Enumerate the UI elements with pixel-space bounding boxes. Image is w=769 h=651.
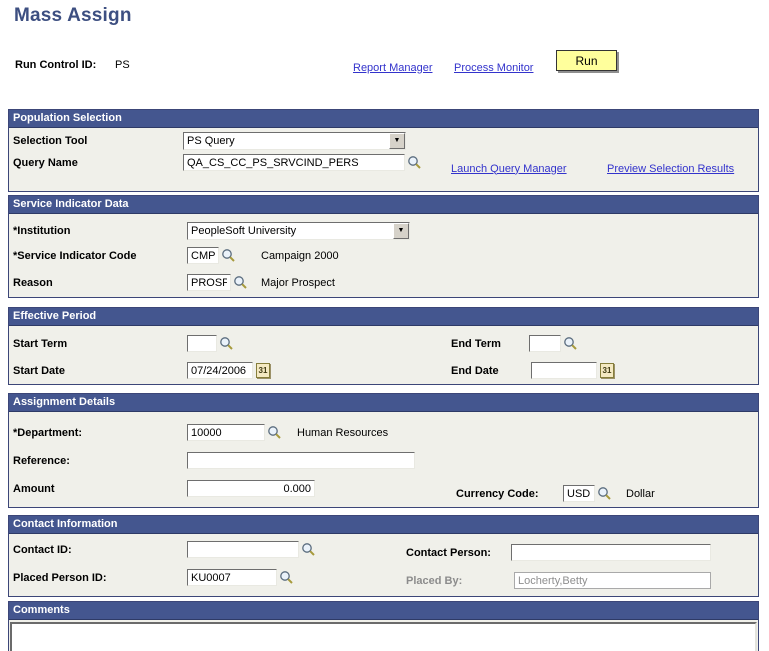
- currency-code-lookup-icon[interactable]: [597, 486, 612, 501]
- currency-code-label: Currency Code:: [456, 487, 539, 500]
- start-date-input[interactable]: [187, 362, 253, 379]
- currency-code-input[interactable]: [563, 485, 595, 502]
- report-manager-link[interactable]: Report Manager: [353, 61, 433, 74]
- chevron-down-icon: ▼: [393, 222, 409, 239]
- reason-input[interactable]: [187, 274, 231, 291]
- contact-person-label: Contact Person:: [406, 546, 491, 559]
- amount-label: Amount: [13, 482, 55, 495]
- run-control-label: Run Control ID:: [15, 58, 97, 71]
- reason-desc: Major Prospect: [261, 276, 335, 289]
- process-monitor-link[interactable]: Process Monitor: [454, 61, 534, 74]
- department-lookup-icon[interactable]: [267, 425, 282, 440]
- reason-lookup-icon[interactable]: [233, 275, 248, 290]
- section-service-indicator-data: Service Indicator Data *Institution Peop…: [8, 195, 759, 298]
- selection-tool-label: Selection Tool: [13, 134, 88, 147]
- end-date-input[interactable]: [531, 362, 597, 379]
- contact-id-lookup-icon[interactable]: [301, 542, 316, 557]
- department-input[interactable]: [187, 424, 265, 441]
- run-control-value: PS: [115, 58, 130, 71]
- section-contact-information: Contact Information Contact ID: Contact …: [8, 515, 759, 597]
- end-term-lookup-icon[interactable]: [563, 336, 578, 351]
- institution-select[interactable]: PeopleSoft University ▼: [187, 221, 410, 240]
- service-indicator-code-input[interactable]: [187, 247, 219, 264]
- chevron-down-icon: ▼: [389, 132, 405, 149]
- contact-id-input[interactable]: [187, 541, 299, 558]
- section-title-population-selection: Population Selection: [9, 110, 758, 128]
- institution-label: *Institution: [13, 224, 71, 237]
- end-date-calendar-icon[interactable]: 31: [600, 363, 614, 378]
- start-date-label: Start Date: [13, 364, 65, 377]
- section-title-effective-period: Effective Period: [9, 308, 758, 326]
- institution-selected-value: PeopleSoft University: [191, 224, 297, 237]
- section-title-contact-information: Contact Information: [9, 516, 758, 534]
- end-date-label: End Date: [451, 364, 499, 377]
- section-title-assignment-details: Assignment Details: [9, 394, 758, 412]
- placed-by-input: [514, 572, 711, 589]
- start-term-lookup-icon[interactable]: [219, 336, 234, 351]
- start-term-input[interactable]: [187, 335, 217, 352]
- section-assignment-details: Assignment Details *Department: Human Re…: [8, 393, 759, 508]
- placed-person-id-lookup-icon[interactable]: [279, 570, 294, 585]
- end-term-label: End Term: [451, 337, 501, 350]
- amount-input[interactable]: [187, 480, 315, 497]
- service-indicator-code-label: *Service Indicator Code: [13, 249, 137, 262]
- contact-id-label: Contact ID:: [13, 543, 72, 556]
- placed-by-label: Placed By:: [406, 574, 463, 587]
- section-population-selection: Population Selection Selection Tool PS Q…: [8, 109, 759, 192]
- launch-query-manager-link[interactable]: Launch Query Manager: [451, 162, 567, 175]
- section-title-service-indicator-data: Service Indicator Data: [9, 196, 758, 214]
- department-desc: Human Resources: [297, 426, 389, 439]
- start-term-label: Start Term: [13, 337, 68, 350]
- comments-textarea[interactable]: [10, 622, 757, 651]
- reference-label: Reference:: [13, 454, 70, 467]
- section-comments: Comments: [8, 601, 759, 651]
- start-date-calendar-icon[interactable]: 31: [256, 363, 270, 378]
- page-title: Mass Assign: [14, 5, 132, 26]
- placed-person-id-label: Placed Person ID:: [13, 571, 107, 584]
- selection-tool-select[interactable]: PS Query ▼: [183, 131, 406, 150]
- selection-tool-selected-value: PS Query: [187, 134, 235, 147]
- reference-input[interactable]: [187, 452, 415, 469]
- reason-label: Reason: [13, 276, 53, 289]
- section-title-comments: Comments: [9, 602, 758, 620]
- placed-person-id-input[interactable]: [187, 569, 277, 586]
- query-name-lookup-icon[interactable]: [407, 155, 422, 170]
- currency-code-desc: Dollar: [626, 487, 655, 500]
- department-label: *Department:: [13, 426, 83, 439]
- run-button[interactable]: Run: [556, 50, 617, 71]
- service-indicator-code-lookup-icon[interactable]: [221, 248, 236, 263]
- query-name-label: Query Name: [13, 156, 78, 169]
- section-effective-period: Effective Period Start Term End Term Sta…: [8, 307, 759, 385]
- contact-person-input[interactable]: [511, 544, 711, 561]
- end-term-input[interactable]: [529, 335, 561, 352]
- service-indicator-code-desc: Campaign 2000: [261, 249, 339, 262]
- preview-selection-results-link[interactable]: Preview Selection Results: [607, 162, 735, 175]
- query-name-input[interactable]: [183, 154, 405, 171]
